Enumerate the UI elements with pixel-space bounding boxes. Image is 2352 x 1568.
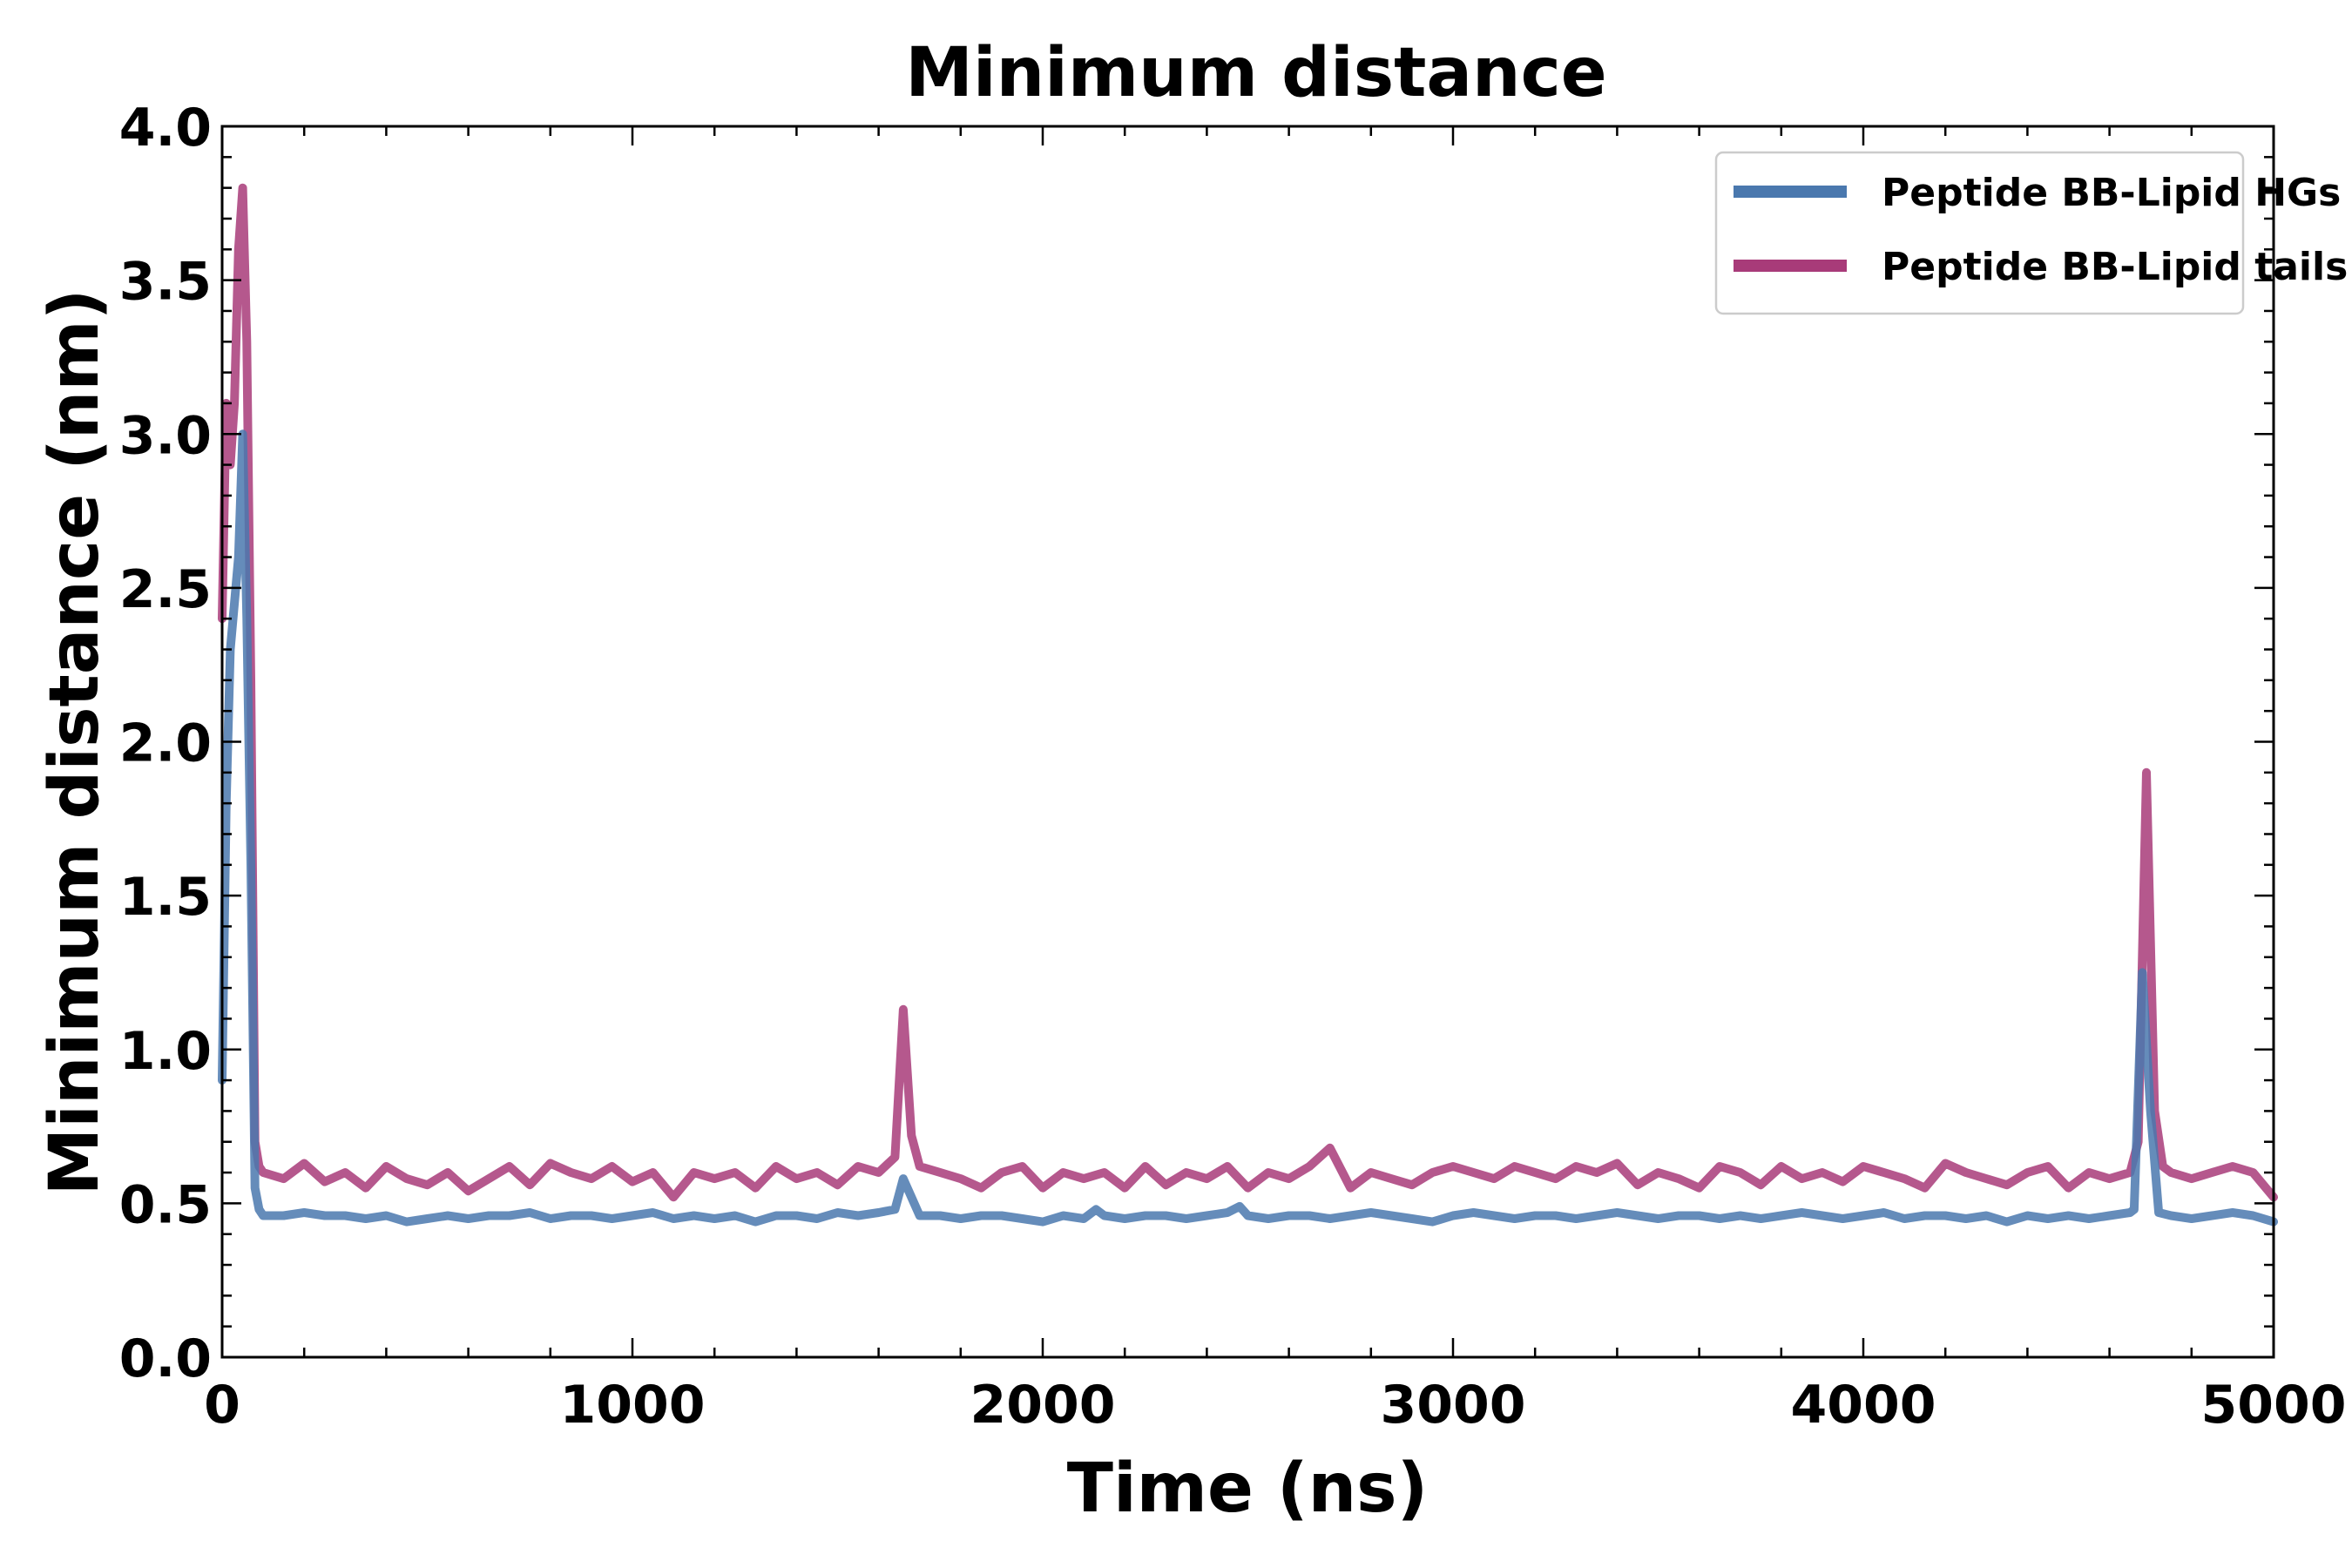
y-tick-label: 3.5: [119, 252, 212, 313]
x-tick-label: 5000: [2201, 1375, 2347, 1436]
series-line-tails: [218, 183, 2278, 1202]
series-layer: [218, 183, 2278, 1227]
y-tick-label: 2.0: [119, 713, 212, 774]
x-axis-label: Time (ns): [1067, 1450, 1429, 1528]
x-tick-label: 1000: [560, 1375, 706, 1436]
chart-title: Minimum distance: [905, 34, 1606, 112]
legend: Peptide BB-Lipid HGs Peptide BB-Lipid ta…: [1714, 151, 2348, 315]
x-tick-label: 0: [204, 1375, 240, 1436]
y-tick-label: 4.0: [119, 98, 212, 159]
plot-frame: [220, 125, 2275, 1359]
legend-label-tails: Peptide BB-Lipid tails: [1882, 245, 2348, 289]
y-tick-label: 1.0: [119, 1021, 212, 1082]
y-tick-label: 1.5: [119, 867, 212, 928]
x-tick-label: 4000: [1791, 1375, 1936, 1436]
y-tick-label: 3.0: [119, 405, 212, 466]
tick-layer: 0 1000 2000 3000 4000 5000 0.0 0.5 1.0 1.5 2.0 2.5 3…: [119, 98, 2347, 1436]
legend-box: [1714, 151, 2245, 315]
y-tick-label: 0.5: [119, 1174, 212, 1235]
y-tick-label: 0.0: [119, 1328, 212, 1389]
x-tick-label: 2000: [970, 1375, 1116, 1436]
y-axis-label: Minimum distance (nm): [36, 289, 114, 1196]
legend-label-hgs: Peptide BB-Lipid HGs: [1882, 171, 2341, 215]
series-line-hgs: [218, 429, 2278, 1227]
x-tick-label: 3000: [1381, 1375, 1526, 1436]
y-tick-label: 2.5: [119, 559, 212, 620]
